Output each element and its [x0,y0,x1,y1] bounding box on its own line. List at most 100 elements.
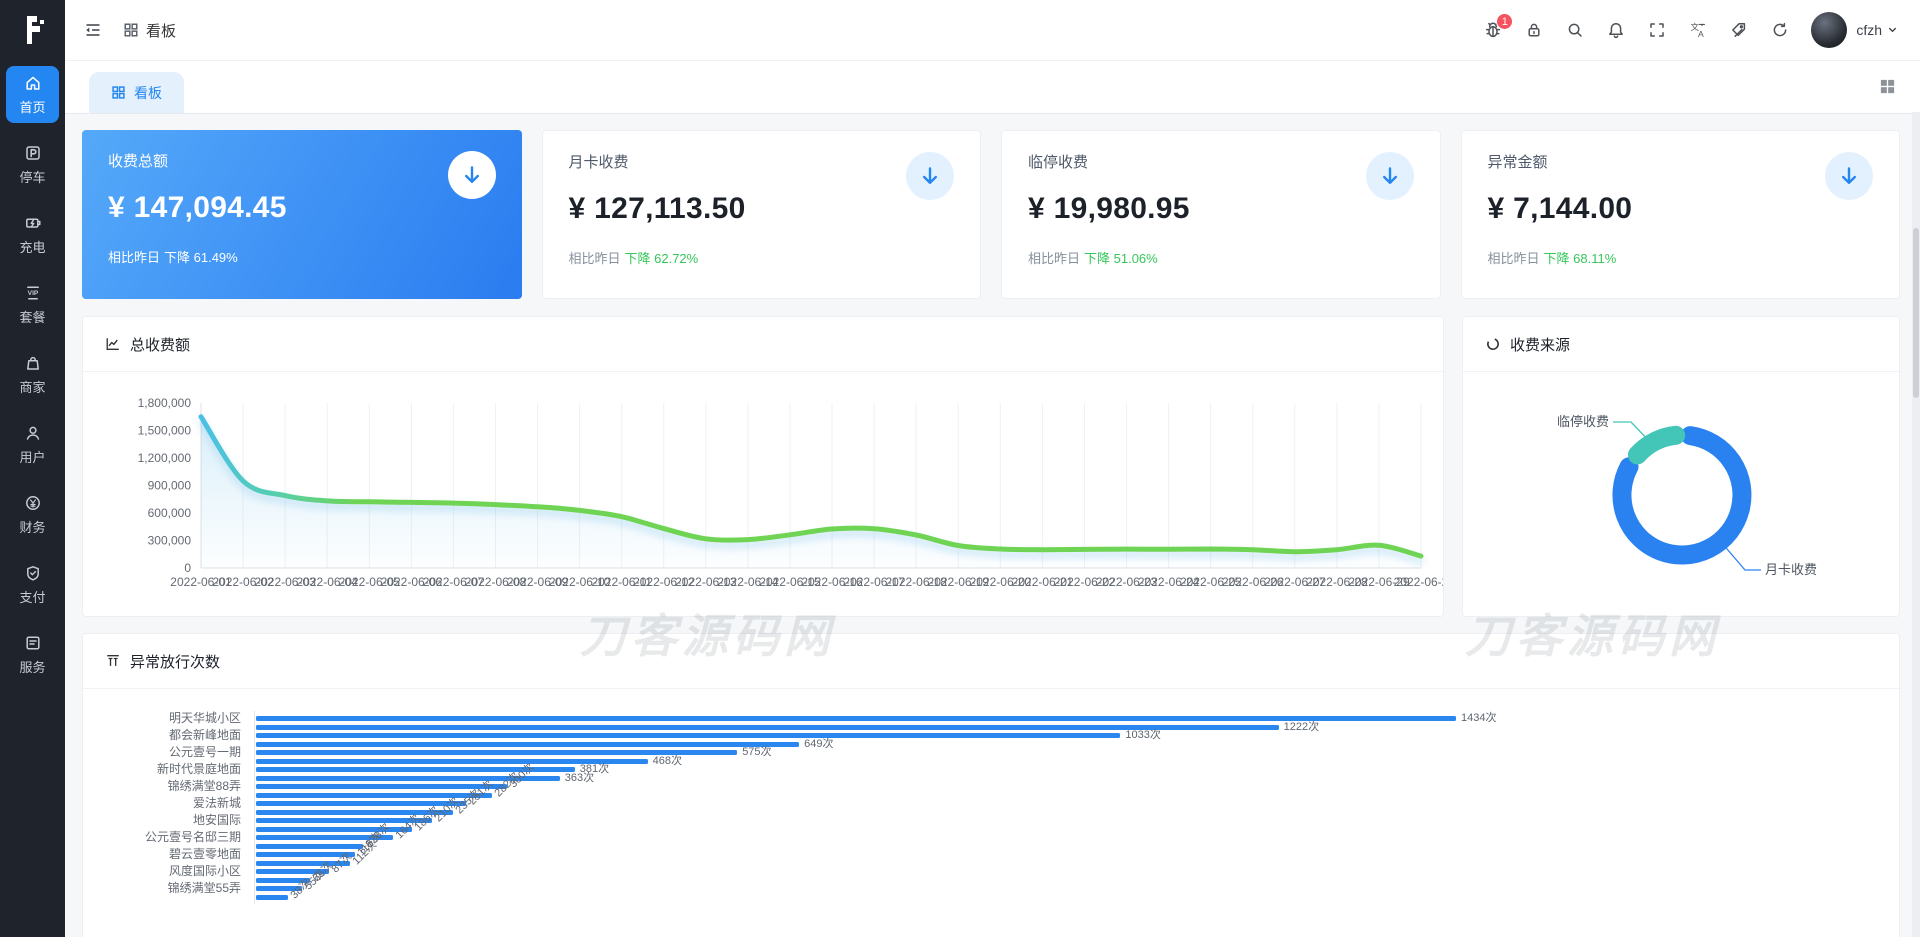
bar [256,809,453,815]
svg-text:2022-06-10: 2022-06-10 [549,575,611,589]
sidebar-item-套餐[interactable]: VIP 套餐 [6,276,59,333]
svg-text:2022-06-13: 2022-06-13 [675,575,737,589]
svg-text:2022-06-07: 2022-06-07 [423,575,485,589]
bar-chart-panel: 异常放行次数 明天华城小区 1434次 1222次 都会新峰地面 1033次 649次 公元… [82,633,1900,937]
finance-icon [24,494,42,512]
bar-category-label: 新时代景庭地面 [156,762,241,776]
topbar-tools: 1 文 A cfzh [1477,12,1898,48]
arrow-down-circle [1365,152,1414,200]
donut-label: 临停收费 [1557,414,1609,429]
scrollbar-thumb[interactable] [1913,228,1919,398]
stat-card-异常金额: 异常金额 ¥ 7,144.00 相比昨日 下降 68.11% [1460,130,1900,299]
parking-icon [24,144,42,162]
layout-grid-icon[interactable] [1879,78,1896,100]
bar-category-label: 碧云壹零地面 [168,847,241,861]
sidebar-item-财务[interactable]: 财务 [6,486,59,543]
sidebar-item-商家[interactable]: 商家 [6,346,59,403]
breadcrumb[interactable]: 看板 [123,20,176,41]
user-menu[interactable]: cfzh [1856,22,1898,38]
stat-compare: 相比昨日 下降 51.06% [1028,251,1158,266]
scrollbar-track[interactable] [1912,112,1920,937]
stat-amount: ¥ 19,980.95 [1028,192,1190,225]
sidebar-item-用户[interactable]: 用户 [6,416,59,473]
sidebar-item-服务[interactable]: 服务 [6,626,59,683]
svg-text:1,200,000: 1,200,000 [138,451,192,465]
lock-icon[interactable] [1518,13,1550,47]
stat-compare: 相比昨日 下降 62.72% [568,251,699,266]
bar-value-label: 575次 [742,746,772,758]
svg-text:2022-06-06: 2022-06-06 [381,575,443,589]
refresh-icon[interactable] [1764,13,1796,47]
svg-text:2022-06-12: 2022-06-12 [633,575,695,589]
svg-text:2022-06-01: 2022-06-01 [170,575,232,589]
pie-chart-icon [1487,338,1499,350]
sidebar-item-label: 用户 [19,450,46,465]
donut-label: 月卡收费 [1765,562,1817,577]
arrow-down-circle [447,151,496,199]
svg-text:2022-06-04: 2022-06-04 [297,575,359,589]
svg-text:VIP: VIP [27,290,38,297]
stat-title: 收费总额 [108,153,169,170]
sidebar-item-label: 服务 [19,660,46,675]
bar [256,750,738,755]
line-chart: 0 300,000 600,000 900,000 1,200,000 1,500,000… [138,396,1443,589]
tab-label: 看板 [134,84,162,101]
svg-text:2022-06-16: 2022-06-16 [801,575,863,589]
bar [256,784,507,789]
bar [256,716,1456,721]
svg-text:1,500,000: 1,500,000 [138,424,192,438]
dashboard-icon [124,23,138,37]
svg-text:2022-06-22: 2022-06-22 [1054,575,1116,589]
tab-dashboard[interactable]: 看板 [89,72,184,113]
panel-title: 异常放行次数 [130,653,221,671]
sidebar-item-支付[interactable]: 支付 [6,556,59,613]
bell-icon[interactable] [1600,13,1632,47]
sidebar-item-充电[interactable]: 充电 [6,206,59,263]
stat-amount: ¥ 127,113.50 [568,192,746,225]
bar-category-label: 爱法新城 [192,796,241,810]
app-logo [0,0,65,60]
bar [256,775,560,781]
line-chart-icon [106,338,119,350]
bar-value-label: 1222次 [1283,720,1320,733]
bug-icon[interactable]: 1 [1477,13,1514,47]
avatar[interactable] [1811,12,1848,48]
bar [256,826,412,832]
search-icon[interactable] [1559,13,1591,47]
stat-amount: ¥ 7,144.00 [1487,192,1633,225]
svg-text:2022-06-2: 2022-06-2 [1394,575,1443,589]
stat-trend: 下降 61.49% [164,250,238,265]
bar [256,894,288,900]
bar-category-label: 风度国际小区 [168,864,241,878]
svg-text:2022-06-11: 2022-06-11 [591,575,652,589]
bar-value-label: 1033次 [1125,729,1161,741]
svg-text:A: A [1698,29,1704,39]
svg-text:2022-06-20: 2022-06-20 [970,575,1032,589]
stat-card-临停收费: 临停收费 ¥ 19,980.95 相比昨日 下降 51.06% [1001,130,1441,299]
svg-text:2022-06-25: 2022-06-25 [1180,575,1242,589]
sidebar-item-首页[interactable]: 首页 [6,66,59,123]
stat-compare: 相比昨日 下降 68.11% [1487,251,1617,266]
line-chart-panel: 总收费额 0 300,000 600,000 900,000 1,200,000 1,50… [82,316,1444,617]
bar [256,724,1279,730]
stat-title: 异常金额 [1487,154,1548,171]
bar-value-label: 649次 [804,737,834,750]
tags-icon[interactable] [1723,13,1755,47]
bar-category-label: 地安国际 [192,813,241,827]
logo-icon [26,16,44,44]
stat-title: 月卡收费 [568,154,629,171]
sidebar-item-停车[interactable]: 停车 [6,136,59,193]
svg-text:1,800,000: 1,800,000 [138,396,192,410]
sidebar-collapse-icon[interactable] [75,12,111,48]
charts-row: 总收费额 0 300,000 600,000 900,000 1,200,000 1,50… [82,316,1900,617]
fullscreen-icon[interactable] [1641,13,1673,47]
bar-chart: 明天华城小区 1434次 1222次 都会新峰地面 1033次 649次 公元壹号一期 575… [83,689,1899,937]
bar-value-label: 468次 [652,754,682,767]
home-icon [24,74,42,92]
line-chart-body: 0 300,000 600,000 900,000 1,200,000 1,500,000… [83,372,1443,616]
bar [256,886,302,891]
svg-text:2022-06-15: 2022-06-15 [759,575,821,589]
line-chart-panel-header: 总收费额 [83,317,1443,372]
